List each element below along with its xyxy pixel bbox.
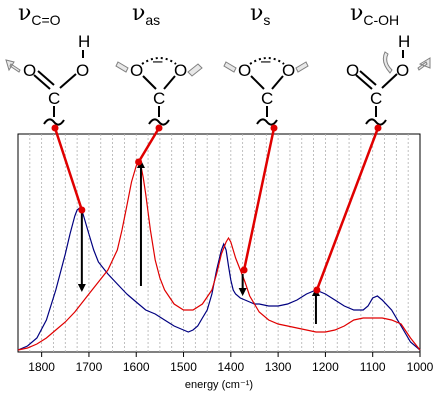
callout-dot [135, 158, 143, 166]
molecule-symmetric-stretch: – O O C [223, 51, 309, 126]
molecule-c-o-stretch: H O O C [5, 32, 90, 126]
double-bond [33, 74, 51, 90]
x-tick-label: 1500 [170, 360, 197, 374]
oxygen-label: O [130, 61, 143, 80]
stretch-arrow-icon [5, 59, 21, 73]
nu-symbol: ν [132, 1, 146, 26]
mode-title-as: νas [132, 0, 160, 28]
x-tick-label: 1300 [265, 360, 292, 374]
c-o-bond [381, 73, 398, 89]
callout-line [53, 127, 84, 211]
mode-title-c-o: νC=O [18, 0, 61, 28]
charge-label: – [261, 51, 271, 70]
r-group-squiggle [148, 118, 170, 126]
r-group-squiggle [43, 118, 65, 126]
callout-dot [155, 124, 163, 132]
c-o-bond [142, 75, 157, 90]
c-o-bond [250, 75, 265, 90]
nu-symbol: ν [250, 1, 264, 26]
stretch-arrow-icon [417, 57, 431, 71]
stretch-arrow-icon [187, 63, 203, 77]
mode-subscript: s [263, 12, 271, 28]
x-tick-label: 1700 [76, 360, 103, 374]
nu-symbol: ν [350, 1, 364, 26]
double-bond [37, 70, 55, 86]
mode-subscript: as [145, 12, 161, 28]
x-tick-label: 1100 [360, 360, 386, 374]
mode-title-s: νs [250, 0, 270, 28]
r-group-squiggle [256, 118, 278, 126]
callout-dot [78, 206, 86, 214]
x-tick-label: 1600 [123, 360, 150, 374]
callout-dot [240, 266, 248, 274]
callout-dot [51, 124, 59, 132]
hydrogen-label: H [398, 32, 410, 51]
oxygen-label: O [76, 61, 89, 80]
double-bond [359, 70, 377, 86]
oxygen-label: O [238, 61, 251, 80]
carbon-label: C [48, 89, 60, 108]
x-axis-ticks: 1800 1700 1600 1500 1400 1300 1200 1100 1000 [28, 352, 434, 374]
x-tick-label: 1400 [217, 360, 244, 374]
mode-subscript: C=O [31, 12, 61, 28]
series-line-1 [17, 160, 421, 351]
callout-dot [374, 124, 382, 132]
callout-line [242, 127, 276, 271]
oxygen-label: O [174, 61, 187, 80]
carbon-label: C [153, 89, 165, 108]
x-tick-label: 1800 [28, 360, 55, 374]
bend-arrow-icon [382, 51, 393, 74]
oxygen-label: O [282, 61, 295, 80]
molecule-c-oh-stretch: H O O C [346, 32, 431, 126]
molecule-asymmetric-stretch: – O O C [115, 51, 203, 126]
c-o-bond [59, 73, 77, 89]
stretch-arrow-icon [223, 61, 237, 73]
charge-label: – [153, 51, 163, 70]
x-tick-label: 1200 [312, 360, 339, 374]
oxygen-label: O [23, 61, 36, 80]
x-tick-label: 1000 [407, 360, 434, 374]
c-o-bond [271, 75, 284, 90]
stretch-arrow-icon [115, 61, 129, 73]
mode-subscript: C-OH [363, 12, 400, 28]
mode-title-c-oh: νC-OH [350, 0, 399, 28]
stretch-arrow-icon [295, 61, 309, 73]
change-arrows [77, 160, 320, 324]
callout-line [137, 127, 161, 163]
callout-line [315, 127, 380, 291]
nu-symbol: ν [18, 1, 32, 26]
hydrogen-label: H [78, 32, 90, 51]
carbon-label: C [261, 89, 273, 108]
x-axis-title: energy (cm⁻¹) [185, 379, 253, 391]
double-bond [355, 74, 373, 90]
r-group-squiggle [365, 118, 387, 126]
callout-dot [270, 124, 278, 132]
callout-dot [313, 286, 321, 294]
mode-callouts [51, 124, 382, 294]
oxygen-label: O [396, 61, 409, 80]
carbon-label: C [370, 89, 382, 108]
c-o-bond [163, 75, 176, 90]
